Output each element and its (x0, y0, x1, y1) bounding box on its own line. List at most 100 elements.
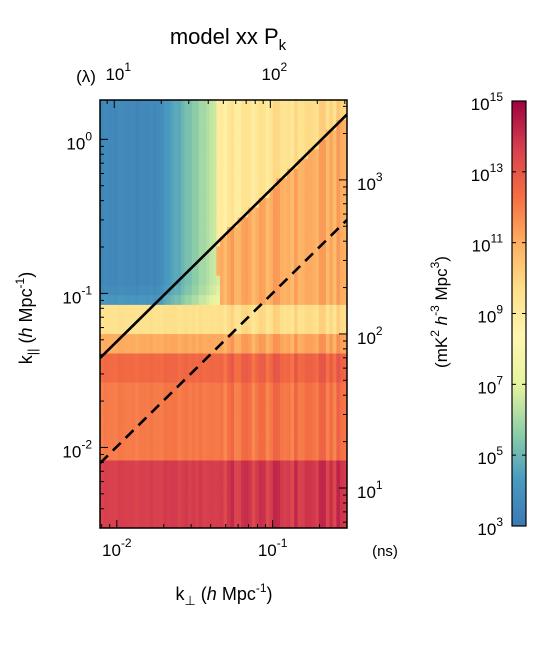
heatmap-cell (272, 255, 278, 266)
heatmap-cell (343, 440, 347, 451)
heatmap-cell (315, 421, 320, 432)
heatmap-cell (128, 391, 133, 403)
heatmap-cell (107, 255, 112, 266)
heatmap-cell (265, 265, 270, 276)
chart-title-subscript: k (279, 37, 287, 54)
heatmap-cell (318, 411, 323, 422)
heatmap-cell (234, 489, 239, 500)
heatmap-cell (131, 469, 136, 480)
heatmap-cell (301, 362, 306, 373)
heatmap-cell (258, 479, 263, 490)
heatmap-cell (332, 109, 338, 121)
heatmap-cell (100, 129, 105, 140)
heatmap-cell (329, 109, 334, 121)
heatmap-cell (248, 265, 253, 276)
heatmap-cell (279, 372, 285, 383)
heatmap-cell (290, 314, 295, 325)
heatmap-cell (290, 187, 295, 198)
heatmap-cell (198, 421, 203, 432)
heatmap-cell (262, 314, 267, 325)
heatmap-cell (301, 430, 306, 442)
heatmap-cell (262, 284, 267, 296)
heatmap-cell (297, 168, 302, 179)
heatmap-cell (258, 216, 263, 228)
heatmap-cell (230, 158, 235, 169)
heatmap-cell (188, 343, 193, 354)
heatmap-cell (297, 197, 302, 208)
heatmap-cell (227, 207, 232, 218)
heatmap-cell (114, 207, 119, 218)
heatmap-cell (107, 226, 112, 237)
heatmap-cell (283, 109, 288, 121)
heatmap-cell (159, 109, 165, 121)
heatmap-cell (244, 489, 249, 500)
heatmap-cell (283, 401, 288, 412)
heatmap-cell (121, 430, 126, 442)
heatmap-cell (301, 275, 306, 286)
heatmap-cell (294, 177, 299, 189)
heatmap-cell (336, 148, 341, 159)
heatmap-cell (131, 362, 136, 373)
heatmap-cell (297, 459, 302, 471)
heatmap-cell (163, 284, 168, 296)
heatmap-cell (279, 479, 285, 490)
heatmap-cell (336, 518, 341, 528)
heatmap-cell (234, 284, 239, 296)
heatmap-cell (311, 372, 316, 383)
heatmap-cell (114, 255, 119, 266)
heatmap-cell (114, 459, 119, 471)
heatmap-cell (128, 508, 133, 519)
heatmap-cell (159, 469, 165, 480)
heatmap-cell (216, 333, 221, 344)
heatmap-cell (219, 362, 225, 373)
heatmap-cell (332, 440, 338, 451)
heatmap-cell (251, 119, 256, 130)
heatmap-cell (152, 489, 158, 500)
heatmap-cell (258, 518, 263, 528)
heatmap-cell (230, 333, 235, 344)
heatmap-cell (258, 304, 263, 315)
heatmap-cell (230, 518, 235, 528)
heatmap-cell (124, 469, 129, 480)
heatmap-cell (103, 430, 108, 442)
heatmap-cell (216, 148, 221, 159)
heatmap-cell (174, 518, 179, 528)
heatmap-cell (336, 236, 341, 247)
heatmap-cell (283, 362, 288, 373)
heatmap-cell (135, 177, 140, 189)
heatmap-cell (227, 323, 232, 335)
heatmap-cell (131, 119, 136, 130)
heatmap-cell (209, 489, 214, 500)
heatmap-cell (272, 236, 278, 247)
heatmap-cell (311, 207, 316, 218)
heatmap-cell (205, 294, 210, 305)
heatmap-cell (128, 226, 133, 237)
heatmap-cell (170, 187, 175, 198)
heatmap-cell (128, 498, 133, 510)
heatmap-cell (114, 469, 119, 480)
heatmap-cell (124, 109, 129, 121)
heatmap-cell (308, 304, 313, 315)
heatmap-cell (121, 421, 126, 432)
heatmap-cell (294, 245, 299, 257)
heatmap-cell (181, 333, 186, 344)
heatmap-cell (237, 187, 242, 198)
heatmap-cell (138, 119, 143, 130)
heatmap-cell (237, 498, 242, 510)
heatmap-cell (121, 323, 126, 335)
heatmap-cell (124, 138, 129, 150)
heatmap-cell (205, 498, 210, 510)
heatmap-cell (142, 489, 147, 500)
heatmap-cell (297, 226, 302, 237)
heatmap-cell (110, 508, 115, 519)
heatmap-cell (110, 109, 115, 121)
heatmap-cell (163, 119, 168, 130)
heatmap-cell (163, 421, 168, 432)
heatmap-cell (124, 440, 129, 451)
heatmap-cell (170, 304, 175, 315)
horizon-offset-line (100, 218, 347, 465)
heatmap-cell (142, 333, 147, 344)
heatmap-cell (255, 450, 260, 461)
heatmap-cell (343, 498, 347, 510)
heatmap-cell (301, 129, 306, 140)
